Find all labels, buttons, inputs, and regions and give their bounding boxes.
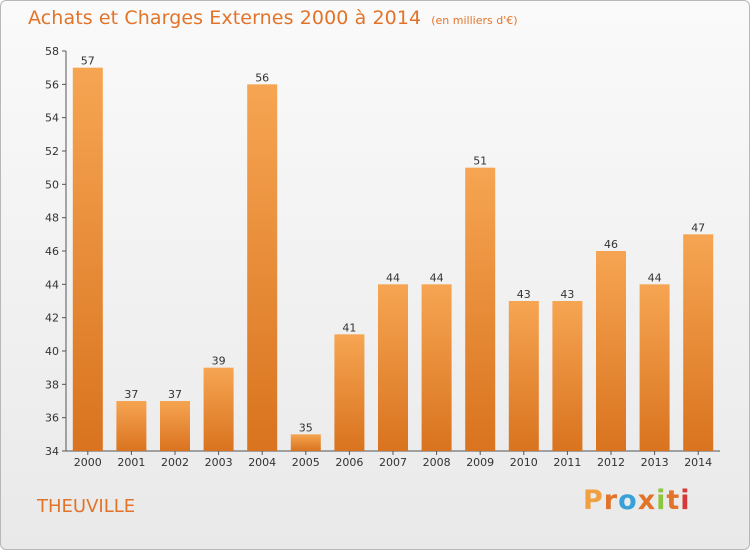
bar <box>247 84 278 451</box>
y-tick-label: 56 <box>45 78 59 91</box>
bar <box>378 284 408 451</box>
bar-value-label: 39 <box>212 355 226 368</box>
y-tick-label: 42 <box>45 312 59 325</box>
bar <box>334 334 365 451</box>
bar-value-label: 57 <box>81 55 95 68</box>
bar-value-label: 56 <box>255 71 269 84</box>
bar-value-label: 37 <box>168 388 182 401</box>
x-tick-label: 2011 <box>553 456 581 469</box>
y-tick-label: 54 <box>45 112 59 125</box>
y-tick-label: 38 <box>45 378 59 391</box>
bar <box>160 401 190 451</box>
x-tick-label: 2007 <box>379 456 407 469</box>
bar-value-label: 35 <box>299 421 313 434</box>
x-tick-label: 2005 <box>292 456 320 469</box>
title-text: Achats et Charges Externes 2000 à 2014 <box>28 7 422 29</box>
x-tick-label: 2003 <box>205 456 233 469</box>
y-tick-label: 36 <box>45 412 59 425</box>
bar <box>72 67 103 452</box>
x-tick-label: 2001 <box>117 456 145 469</box>
bar-value-label: 44 <box>648 271 662 284</box>
y-tick-label: 40 <box>45 345 59 358</box>
bar <box>508 301 539 451</box>
x-tick-label: 2002 <box>161 456 189 469</box>
y-tick-label: 46 <box>45 245 59 258</box>
bar-value-label: 44 <box>386 271 400 284</box>
x-tick-label: 2004 <box>248 456 276 469</box>
bar <box>596 251 626 451</box>
y-tick-label: 48 <box>45 212 59 225</box>
bar <box>203 367 234 451</box>
bar <box>552 301 583 451</box>
bar <box>116 401 147 451</box>
bar-value-label: 37 <box>124 388 138 401</box>
bar-value-label: 41 <box>342 321 356 334</box>
x-tick-label: 2012 <box>597 456 625 469</box>
x-tick-label: 2014 <box>684 456 712 469</box>
bar <box>465 167 496 451</box>
bar <box>639 284 670 451</box>
x-tick-label: 2008 <box>423 456 451 469</box>
x-tick-label: 2013 <box>641 456 669 469</box>
city-name: THEUVILLE <box>37 496 136 517</box>
x-tick-label: 2006 <box>335 456 363 469</box>
chart-title: Achats et Charges Externes 2000 à 2014 (e… <box>28 7 518 29</box>
y-tick-label: 50 <box>45 178 59 191</box>
brand-logo: Proxiti <box>583 485 691 516</box>
x-tick-label: 2000 <box>74 456 102 469</box>
bar <box>421 284 452 451</box>
bar <box>683 234 714 451</box>
unit-label: (en milliers d'€) <box>431 14 518 27</box>
bar-value-label: 43 <box>517 288 531 301</box>
y-tick-label: 34 <box>45 445 59 458</box>
bar-value-label: 46 <box>604 238 618 251</box>
x-tick-label: 2009 <box>466 456 494 469</box>
bar-value-label: 51 <box>473 155 487 168</box>
x-tick-label: 2010 <box>510 456 538 469</box>
bar-value-label: 43 <box>560 288 574 301</box>
y-tick-label: 52 <box>45 145 59 158</box>
y-tick-label: 58 <box>45 45 59 58</box>
bar <box>290 434 321 451</box>
bar-value-label: 47 <box>691 221 705 234</box>
bar-value-label: 44 <box>430 271 444 284</box>
y-tick-label: 44 <box>45 278 59 291</box>
